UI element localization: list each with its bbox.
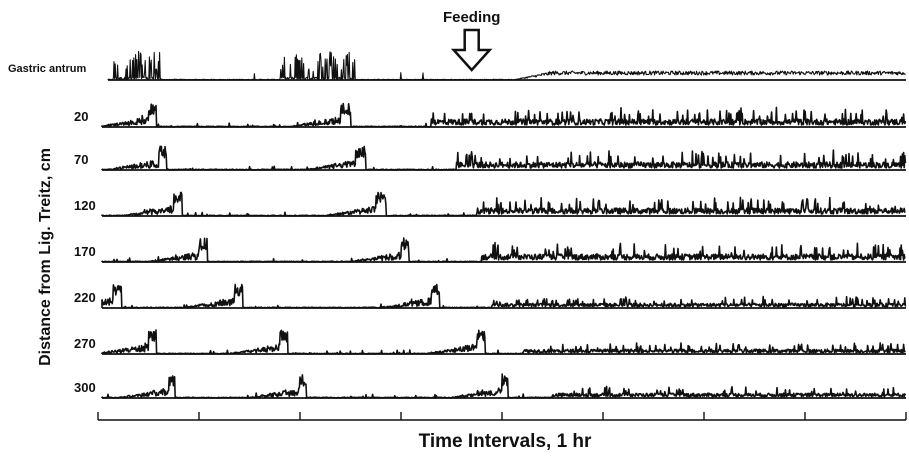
x-axis — [97, 412, 907, 421]
trace-label: 20 — [74, 109, 88, 124]
trace-label: 300 — [74, 380, 96, 395]
down-arrow-icon — [450, 28, 493, 72]
trace-120 — [101, 191, 906, 217]
trace-gastric-antrum — [107, 50, 906, 81]
trace-label-group: Gastric antrum 20 70 120 170 220 270 300 — [8, 63, 96, 395]
x-axis-label: Time Intervals, 1 hr — [419, 431, 592, 452]
trace-20 — [101, 102, 907, 128]
trace-label: Gastric antrum — [8, 63, 86, 75]
feeding-annotation: Feeding — [443, 9, 501, 72]
trace-label: 270 — [74, 336, 96, 351]
trace-label: 70 — [74, 152, 88, 167]
trace-270 — [101, 329, 906, 355]
y-axis-label: Distance from Lig. Treitz, cm — [37, 148, 54, 366]
trace-70 — [101, 145, 907, 171]
trace-label: 120 — [74, 198, 96, 213]
trace-300 — [101, 373, 907, 399]
trace-170 — [101, 237, 906, 263]
trace-label: 220 — [74, 290, 96, 305]
trace-label: 170 — [74, 244, 96, 259]
trace-220 — [101, 283, 907, 309]
feeding-label: Feeding — [443, 9, 501, 26]
trace-group — [101, 50, 907, 399]
